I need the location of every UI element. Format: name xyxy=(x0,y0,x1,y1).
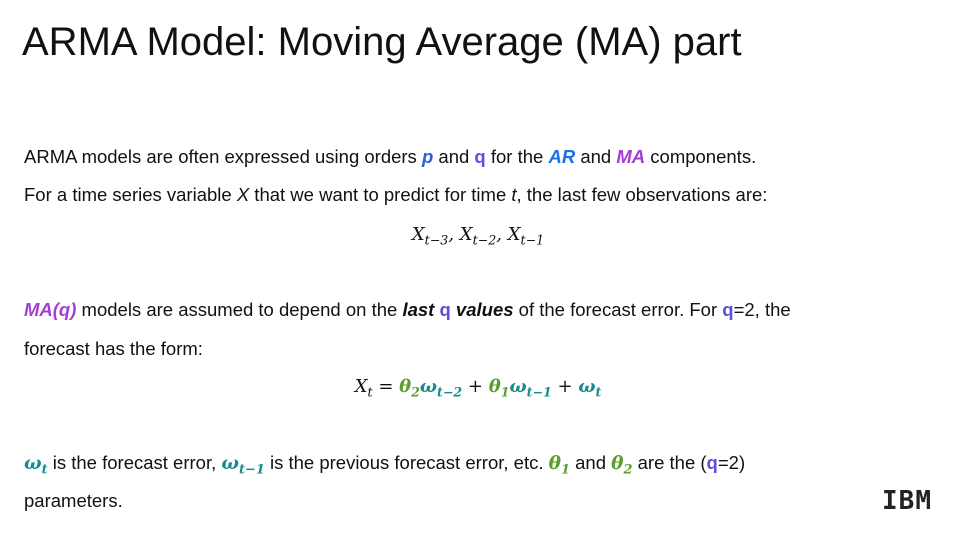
text: q xyxy=(474,146,486,167)
text: X xyxy=(459,224,473,245)
text: and xyxy=(569,452,612,473)
text: For a time series variable xyxy=(24,184,237,205)
text: X xyxy=(354,376,368,397)
text: ω xyxy=(509,376,527,397)
text: that we want to predict for time xyxy=(249,184,512,205)
paragraph: MA(q) models are assumed to depend on th… xyxy=(24,299,791,321)
text: q xyxy=(439,299,451,320)
text: θ xyxy=(548,453,561,474)
paragraph: For a time series variable X that we wan… xyxy=(24,184,767,206)
text: θ xyxy=(488,376,501,397)
text: X xyxy=(236,184,250,205)
text: ω xyxy=(24,453,42,474)
text: + xyxy=(462,376,489,397)
paragraph: ωt is the forecast error, ωt−1 is the pr… xyxy=(24,452,746,477)
text: t−1 xyxy=(239,462,265,478)
text: ω xyxy=(221,453,239,474)
text: X xyxy=(507,224,521,245)
text: 2 xyxy=(411,384,420,400)
text: and xyxy=(433,146,475,167)
text: , the last few observations are: xyxy=(516,184,768,205)
text: 1 xyxy=(500,384,510,400)
text: 1 xyxy=(560,462,570,478)
formula: Xt = θ2ωt−2 + θ1ωt−1 + ωt xyxy=(0,376,956,400)
text: 2 xyxy=(623,462,633,478)
text: t−2 xyxy=(472,232,497,248)
text: t−1 xyxy=(520,232,545,248)
text: models are assumed to depend on the xyxy=(76,299,403,320)
text: q xyxy=(722,299,734,320)
formula: Xt−3, Xt−2, Xt−1 xyxy=(0,224,956,248)
text: MA xyxy=(616,146,646,167)
text: θ xyxy=(399,376,412,397)
text: of the forecast error. For xyxy=(513,299,723,320)
text: t xyxy=(511,184,517,205)
text: , xyxy=(448,224,460,245)
text: for the xyxy=(485,146,549,167)
text: , xyxy=(496,224,508,245)
paragraph: forecast has the form: xyxy=(24,338,203,360)
text: q xyxy=(706,452,718,473)
text: are the ( xyxy=(632,452,707,473)
text: MA(q) xyxy=(24,299,77,320)
text: + xyxy=(551,376,579,397)
text: =2) xyxy=(717,452,746,473)
text: values xyxy=(450,299,514,320)
text: is the forecast error, xyxy=(47,452,222,473)
text: and xyxy=(575,146,617,167)
text: t−1 xyxy=(526,384,552,400)
text: t xyxy=(41,462,48,478)
slide-title: ARMA Model: Moving Average (MA) part xyxy=(22,20,742,64)
text: ω xyxy=(578,376,596,397)
text: parameters. xyxy=(24,490,123,511)
text: = xyxy=(372,376,400,397)
text: ARMA models are often expressed using or… xyxy=(24,146,422,167)
text: is the previous forecast error, etc. xyxy=(264,452,549,473)
paragraph: ARMA models are often expressed using or… xyxy=(24,146,756,168)
text: components. xyxy=(645,146,757,167)
text: p xyxy=(421,146,434,167)
text: AR xyxy=(548,146,576,167)
paragraph: parameters. xyxy=(24,490,123,512)
text: X xyxy=(411,224,425,245)
text: last xyxy=(402,299,440,320)
text: t xyxy=(595,384,602,400)
text: t xyxy=(367,384,373,400)
text: ω xyxy=(419,376,438,397)
text: =2, the xyxy=(733,299,791,320)
text: θ xyxy=(611,453,624,474)
text: forecast has the form: xyxy=(24,338,203,359)
text: t−2 xyxy=(437,384,463,400)
logo: IBM xyxy=(882,486,932,516)
text: t−3 xyxy=(424,232,449,248)
